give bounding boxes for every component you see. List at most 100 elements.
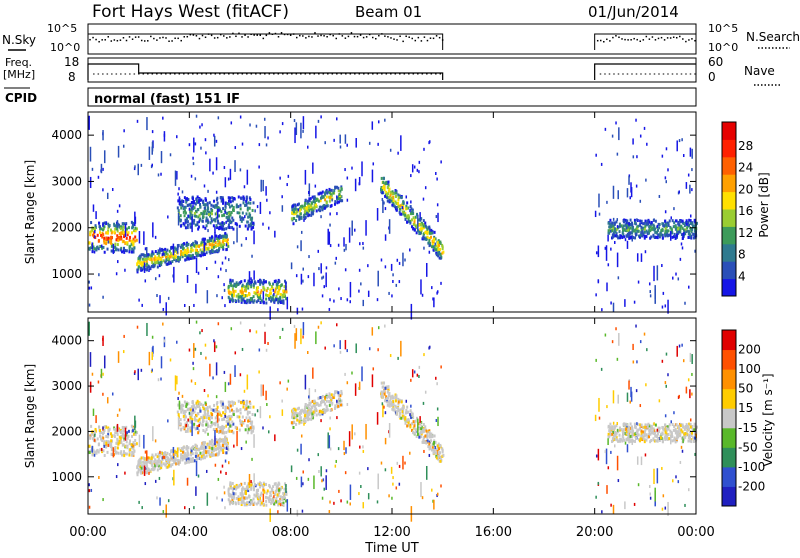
velocity-echo-cell bbox=[383, 390, 385, 393]
power-echo-cell bbox=[423, 219, 425, 222]
velocity-echo-cell bbox=[107, 451, 109, 454]
velocity-echo-cell bbox=[247, 411, 249, 414]
power-echo-cell bbox=[633, 155, 635, 158]
velocity-echo-cell bbox=[247, 406, 249, 409]
velocity-echo-cell bbox=[308, 410, 310, 413]
power-echo-cell bbox=[228, 285, 230, 288]
power-echo-cell bbox=[193, 304, 195, 307]
power-echo-cell bbox=[292, 222, 294, 225]
power-echo-cell bbox=[195, 202, 197, 205]
power-echo-cell bbox=[198, 245, 200, 248]
power-echo-cell bbox=[235, 290, 237, 293]
velocity-echo-cell bbox=[219, 447, 221, 450]
velocity-echo-cell bbox=[129, 442, 131, 445]
velocity-echo-cell bbox=[123, 435, 125, 438]
nsky-point bbox=[184, 36, 186, 38]
nsky-point bbox=[679, 36, 681, 38]
power-echo-cell bbox=[124, 269, 126, 272]
power-echo-cell bbox=[265, 186, 267, 195]
power-echo-cell bbox=[322, 191, 324, 194]
velocity-echo-cell bbox=[222, 444, 224, 447]
power-echo-cell bbox=[229, 197, 231, 200]
power-echo-cell bbox=[313, 195, 315, 198]
velocity-echo-cell bbox=[636, 422, 638, 425]
velocity-echo-cell bbox=[406, 406, 408, 409]
power-echo-cell bbox=[103, 237, 105, 240]
velocity-echo-cell bbox=[417, 374, 419, 377]
velocity-echo-cell bbox=[156, 464, 158, 467]
velocity-echo-cell bbox=[668, 433, 670, 436]
velocity-echo-cell bbox=[308, 402, 310, 405]
velocity-echo-cell bbox=[263, 491, 265, 494]
power-echo-cell bbox=[404, 258, 406, 261]
velocity-echo-cell bbox=[117, 463, 119, 466]
velocity-echo-cell bbox=[253, 497, 255, 500]
power-echo-cell bbox=[607, 235, 609, 242]
velocity-echo-cell bbox=[313, 400, 315, 403]
power-echo-cell bbox=[102, 246, 104, 249]
power-echo-cell bbox=[595, 293, 597, 296]
nsky-point bbox=[390, 37, 392, 39]
velocity-echo-cell bbox=[423, 423, 425, 426]
nsky-point bbox=[694, 40, 696, 42]
nsky-point bbox=[387, 36, 389, 38]
power-echo-cell bbox=[330, 244, 332, 247]
velocity-echo-cell bbox=[613, 505, 615, 514]
velocity-echo-cell bbox=[187, 452, 189, 455]
power-echo-cell bbox=[194, 206, 196, 209]
nsky-point bbox=[439, 37, 441, 39]
power-echo-cell bbox=[670, 227, 672, 230]
power-echo-cell bbox=[613, 218, 615, 221]
power-echo-cell bbox=[678, 230, 680, 233]
power-echo-cell bbox=[383, 201, 385, 204]
velocity-echo-cell bbox=[657, 440, 659, 443]
power-echo-cell bbox=[228, 258, 230, 261]
velocity-echo-cell bbox=[193, 506, 195, 509]
power-echo-cell bbox=[644, 231, 646, 234]
power-echo-cell bbox=[397, 259, 399, 262]
power-echo-cell bbox=[657, 229, 659, 232]
power-echo-cell bbox=[137, 164, 139, 175]
power-echo-cell bbox=[424, 231, 426, 234]
power-echo-cell bbox=[134, 212, 136, 226]
velocity-echo-cell bbox=[260, 482, 262, 485]
power-echo-cell bbox=[123, 231, 125, 234]
power-echo-cell bbox=[678, 190, 680, 193]
velocity-echo-cell bbox=[275, 497, 277, 500]
velocity-echo-cell bbox=[248, 503, 250, 506]
velocity-echo-cell bbox=[175, 458, 177, 461]
velocity-echo-cell bbox=[265, 504, 267, 507]
velocity-echo-cell bbox=[185, 405, 187, 408]
velocity-echo-cell bbox=[177, 461, 179, 464]
power-echo-cell bbox=[333, 189, 335, 192]
power-echo-cell bbox=[198, 272, 200, 275]
velocity-echo-cell bbox=[253, 501, 255, 504]
power-echo-cell bbox=[89, 248, 91, 251]
velocity-echo-cell bbox=[322, 497, 324, 500]
power-echo-cell bbox=[280, 301, 282, 304]
nsky-outline bbox=[595, 34, 696, 50]
power-echo-cell bbox=[155, 250, 157, 253]
velocity-echo-cell bbox=[437, 445, 439, 448]
nsky-point bbox=[600, 40, 602, 42]
nsky-point bbox=[120, 39, 122, 41]
power-echo-cell bbox=[223, 214, 225, 217]
velocity-echo-cell bbox=[128, 454, 130, 457]
power-echo-cell bbox=[335, 262, 337, 265]
power-echo-cell bbox=[610, 301, 612, 304]
nsky-point bbox=[126, 40, 128, 42]
velocity-echo-cell bbox=[653, 469, 655, 484]
power-echo-cell bbox=[171, 260, 173, 263]
velocity-echo-cell bbox=[249, 411, 251, 414]
power-echo-cell bbox=[650, 235, 652, 238]
velocity-echo-cell bbox=[157, 455, 159, 458]
power-echo-cell bbox=[339, 135, 341, 144]
velocity-echo-cell bbox=[329, 392, 331, 395]
power-echo-cell bbox=[131, 251, 133, 254]
velocity-echo-cell bbox=[237, 486, 239, 489]
velocity-echo-cell bbox=[233, 485, 235, 488]
power-echo-cell bbox=[609, 219, 611, 222]
velocity-echo-cell bbox=[111, 448, 113, 451]
velocity-echo-cell bbox=[438, 454, 440, 457]
velocity-echo-cell bbox=[233, 413, 235, 416]
